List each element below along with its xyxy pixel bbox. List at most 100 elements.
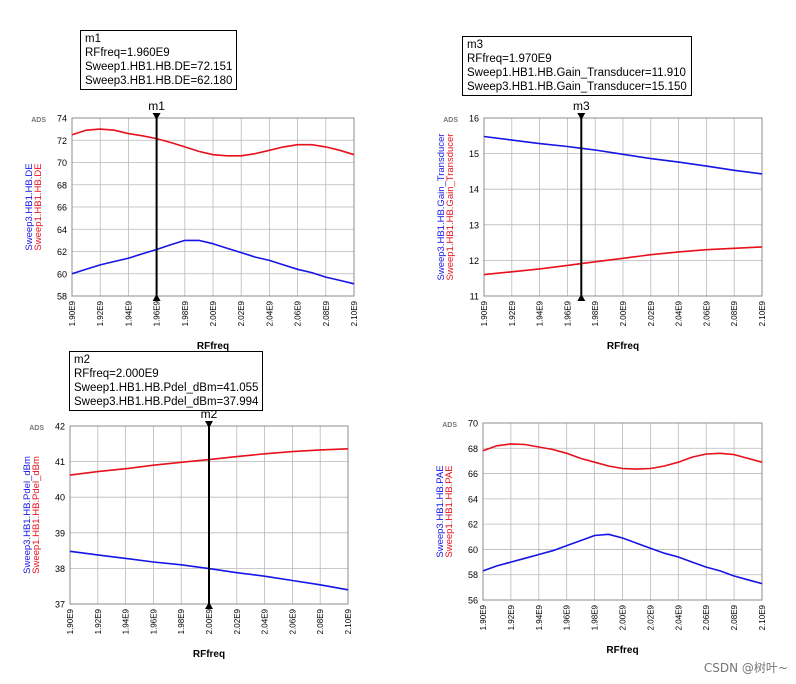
x-tick-label: 1.98E9 <box>177 608 186 634</box>
x-tick-label: 1.94E9 <box>536 300 545 326</box>
plot-frame <box>71 117 355 297</box>
chart-1: 58 60 62 64 66 68 70 72 74 1.90E9 1.92E9 1.94E9 1.96… <box>24 99 359 352</box>
y-tick-label: 56 <box>468 596 478 606</box>
y-tick-label: 66 <box>57 203 67 213</box>
marker-readout-m1[interactable]: m1 RFfreq=1.960E9 Sweep1.HB1.HB.DE=72.15… <box>80 30 238 90</box>
marker-readout-title: m3 <box>467 39 483 51</box>
ads-label: ADS <box>442 422 457 429</box>
x-tick-label: 2.00E9 <box>619 300 628 326</box>
chart-3: 37 38 39 40 41 42 1.90E9 1.92E9 1.94E9 1.96E9 1.98… <box>22 407 353 660</box>
marker-readout-line: Sweep3.HB1.HB.Gain_Transducer=15.150 <box>467 81 687 93</box>
marker-bottom-arrow <box>152 294 161 301</box>
x-tick-label: 2.10E9 <box>344 608 353 634</box>
watermark: CSDN @树叶~ <box>703 661 788 675</box>
x-tick-label: 1.98E9 <box>591 604 600 630</box>
x-tick-label: 2.02E9 <box>233 608 242 634</box>
marker-readout-line: Sweep3.HB1.HB.Pdel_dBm=37.994 <box>74 396 259 408</box>
y-tick-label: 66 <box>468 469 478 479</box>
y-tick-label: 58 <box>468 570 478 580</box>
y-axis-label-blue: Sweep3.HB1.HB.Pdel_dBm <box>22 456 33 574</box>
x-tick-label: 1.96E9 <box>563 604 572 630</box>
ads-label: ADS <box>31 117 46 124</box>
marker-m3: m3 <box>573 99 590 301</box>
marker-top-arrow <box>205 421 213 428</box>
x-tick-label: 1.98E9 <box>591 300 600 326</box>
x-tick-label: 1.94E9 <box>124 300 133 326</box>
x-tick-label: 1.92E9 <box>96 300 105 326</box>
x-tick-label: 2.06E9 <box>294 300 303 326</box>
series-line-blue <box>483 135 763 175</box>
x-tick-label: 2.06E9 <box>702 300 711 326</box>
y-tick-label: 15 <box>469 149 479 159</box>
y-tick-label: 16 <box>469 114 479 124</box>
y-axis-label-red: Sweep1.HB1.HB.Gain_Transducer <box>445 134 456 281</box>
x-tick-label: 1.96E9 <box>563 300 572 326</box>
x-axis-label: RFfreq <box>607 341 639 352</box>
x-axis-label: RFfreq <box>193 649 225 660</box>
x-tick-label: 1.90E9 <box>68 300 77 326</box>
y-axis-label-blue: Sweep3.HB1.HB.DE <box>24 163 35 250</box>
x-tick-label: 1.92E9 <box>94 608 103 634</box>
marker-m1: m1 <box>148 99 165 301</box>
x-tick-label: 1.94E9 <box>535 604 544 630</box>
series-line-red <box>71 128 355 157</box>
marker-readout-line: RFfreq=1.970E9 <box>467 53 552 65</box>
x-tick-label: 1.94E9 <box>122 608 131 634</box>
x-tick-label: 1.96E9 <box>149 608 158 634</box>
chart-2: 11 12 13 14 15 16 1.90E9 1.92E9 1.94E9 1.96E9 1.98… <box>436 99 767 352</box>
series-line-blue <box>482 533 763 585</box>
y-tick-label: 62 <box>468 520 478 530</box>
ads-label: ADS <box>29 425 44 432</box>
chart-4: 56 58 60 62 64 66 68 70 1.90E9 1.92E9 1.94E9 1.96E9… <box>435 419 767 657</box>
marker-readout-title: m2 <box>74 354 90 366</box>
x-tick-label: 2.06E9 <box>702 604 711 630</box>
marker-readout-line: Sweep1.HB1.HB.DE=72.151 <box>85 61 233 73</box>
x-tick-label: 2.10E9 <box>758 604 767 630</box>
y-tick-label: 64 <box>57 225 67 235</box>
x-tick-label: 1.92E9 <box>507 604 516 630</box>
y-tick-label: 40 <box>55 493 65 503</box>
x-tick-label: 2.10E9 <box>350 300 359 326</box>
marker-top-arrow <box>152 113 161 120</box>
y-tick-label: 70 <box>57 158 67 168</box>
y-axis-label-red: Sweep1.HB1.HB.PAE <box>444 465 455 557</box>
x-tick-label: 2.00E9 <box>209 300 218 326</box>
marker-readout-line: Sweep1.HB1.HB.Pdel_dBm=41.055 <box>74 382 259 394</box>
y-tick-label: 74 <box>57 114 67 124</box>
x-tick-label: 2.02E9 <box>647 300 656 326</box>
y-tick-label: 37 <box>55 600 65 610</box>
marker-m2: m2 <box>201 407 218 609</box>
y-tick-label: 70 <box>468 419 478 429</box>
plot-frame <box>482 422 763 601</box>
y-tick-label: 60 <box>57 269 67 279</box>
ads-label: ADS <box>443 117 458 124</box>
x-tick-label: 2.04E9 <box>675 300 684 326</box>
x-tick-label: 2.08E9 <box>730 300 739 326</box>
y-tick-label: 39 <box>55 528 65 538</box>
x-tick-label: 2.04E9 <box>261 608 270 634</box>
x-tick-label: 2.08E9 <box>322 300 331 326</box>
y-tick-label: 41 <box>55 457 65 467</box>
marker-readout-m3[interactable]: m3 RFfreq=1.970E9 Sweep1.HB1.HB.Gain_Tra… <box>462 36 692 96</box>
x-tick-label: 2.02E9 <box>237 300 246 326</box>
y-tick-label: 12 <box>469 256 479 266</box>
marker-readout-line: RFfreq=2.000E9 <box>74 368 159 380</box>
y-tick-label: 64 <box>468 494 478 504</box>
y-tick-label: 58 <box>57 292 67 302</box>
series-line-red <box>483 246 763 276</box>
x-tick-label: 2.02E9 <box>646 604 655 630</box>
y-axis-label-blue: Sweep3.HB1.HB.Gain_Transducer <box>436 134 447 281</box>
marker-readout-m2[interactable]: m2 RFfreq=2.000E9 Sweep1.HB1.HB.Pdel_dBm… <box>69 351 264 411</box>
x-tick-label: 1.90E9 <box>479 604 488 630</box>
x-tick-label: 1.90E9 <box>66 608 75 634</box>
x-tick-label: 2.00E9 <box>205 608 214 634</box>
series-line-blue <box>71 239 355 285</box>
marker-readout-title: m1 <box>85 33 101 45</box>
x-tick-label: 2.10E9 <box>758 300 767 326</box>
marker-label: m1 <box>148 99 165 113</box>
y-tick-label: 11 <box>470 292 479 302</box>
x-tick-label: 2.04E9 <box>265 300 274 326</box>
y-axis-label-red: Sweep1.HB1.HB.DE <box>33 163 44 250</box>
y-axis-label-red: Sweep1.HB1.HB.Pdel_dBm <box>31 456 42 574</box>
